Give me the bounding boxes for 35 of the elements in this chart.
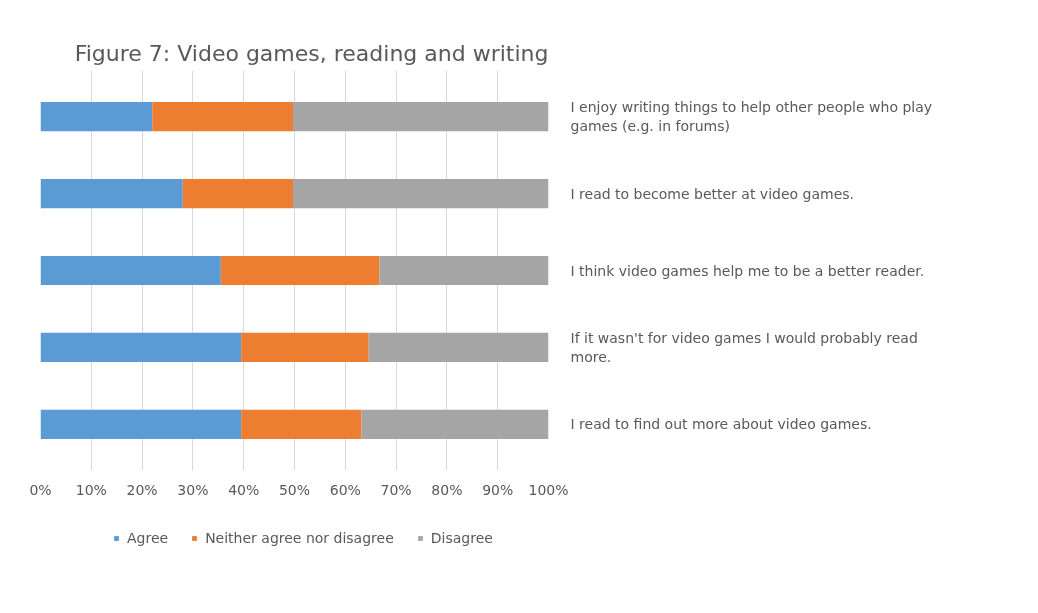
y-tick-label: I enjoy writing things to help other people who play games (e.g. in forums): [570, 99, 933, 135]
bar: [40, 255, 221, 286]
bar: [40, 332, 242, 363]
y-tick-label: If it wasn't for video games I would probably read more.: [570, 329, 918, 366]
legend-label: Agree: [127, 530, 169, 546]
legend-label: Neither agree nor disagree: [205, 530, 394, 546]
x-tick-label: 0%: [29, 481, 52, 498]
x-tick-label: 30%: [177, 481, 209, 498]
bar: [152, 102, 293, 132]
y-tick-label: I read to become better at video games.: [570, 185, 854, 202]
x-tick-label: 90%: [482, 481, 514, 498]
bar: [220, 255, 380, 286]
bar: [40, 102, 153, 132]
x-tick-label: 80%: [431, 481, 463, 498]
bar: [40, 178, 183, 209]
bar: [241, 409, 362, 439]
x-tick-label: 70%: [380, 481, 412, 498]
chart-title: Figure 7: Video games, reading and writing: [74, 40, 549, 66]
y-tick-label: I read to find out more about video games.: [570, 416, 872, 433]
bar: [379, 255, 549, 286]
x-tick-label: 100%: [528, 481, 569, 498]
y-tick-label: I think video games help me to be a better reader.: [570, 262, 925, 279]
x-tick-label: 10%: [75, 481, 107, 498]
bar: [368, 332, 549, 363]
bar: [361, 409, 549, 439]
x-tick-label: 50%: [278, 481, 311, 498]
x-tick-label: 20%: [126, 481, 158, 498]
x-tick-label: 40%: [228, 481, 260, 498]
x-tick-label: 60%: [329, 481, 361, 498]
bar: [292, 102, 549, 132]
bar: [241, 332, 369, 363]
legend-label: Disagree: [430, 530, 493, 546]
bar: [182, 178, 293, 209]
bar: [40, 409, 242, 439]
bar: [292, 178, 549, 209]
